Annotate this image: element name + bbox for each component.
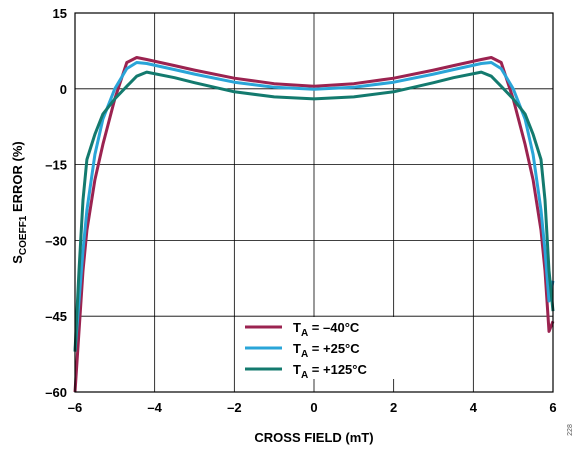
y-tick-label: 15	[53, 6, 67, 21]
x-tick-label: –6	[68, 400, 82, 415]
series-line-2	[73, 61, 555, 352]
legend-label: TA = –40°C	[293, 320, 360, 339]
y-tick-label: –45	[45, 309, 67, 324]
x-tick-labels: –6 –4 –2 0 2 4 6	[68, 400, 557, 415]
y-tick-label: –30	[45, 233, 67, 248]
x-tick-label: –2	[227, 400, 241, 415]
x-tick-label: 4	[470, 400, 478, 415]
plot-frame	[74, 12, 554, 393]
x-tick-label: 2	[390, 400, 397, 415]
series-line-3	[73, 70, 555, 352]
y-tick-label: 0	[60, 82, 67, 97]
x-tick-label: 6	[549, 400, 556, 415]
series-line-1	[73, 56, 555, 393]
y-axis-label: SCOEFF1 ERROR (%)	[10, 141, 29, 264]
y-tick-label: –15	[45, 158, 67, 173]
legend: TA = –40°C TA = +25°C TA = +125°C	[237, 317, 395, 381]
legend-label: TA = +25°C	[293, 341, 360, 360]
x-tick-label: –4	[147, 400, 162, 415]
x-tick-label: 0	[310, 400, 317, 415]
figure-id: 228	[567, 424, 574, 436]
y-tick-labels: 15 0 –15 –30 –45 –60	[45, 6, 67, 400]
legend-label: TA = +125°C	[293, 362, 367, 381]
series-lines	[73, 56, 555, 393]
x-axis-label: CROSS FIELD (mT)	[254, 430, 373, 445]
y-tick-label: –60	[45, 385, 67, 400]
